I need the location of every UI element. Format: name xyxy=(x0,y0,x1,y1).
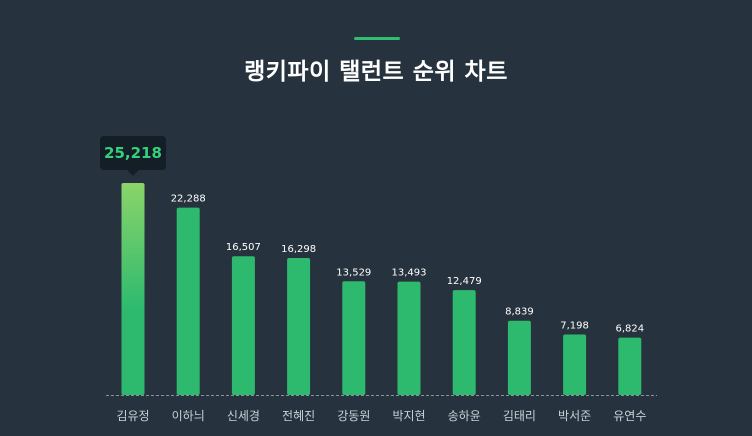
bar-6[interactable] xyxy=(397,281,421,395)
bar-1[interactable] xyxy=(121,183,145,395)
category-label-4: 전혜진 xyxy=(282,409,315,423)
category-label-3: 신세경 xyxy=(227,409,260,423)
bar-value-label-6: 13,493 xyxy=(392,268,427,279)
category-label-8: 김태리 xyxy=(503,409,536,423)
bar-value-label-10: 6,824 xyxy=(615,324,644,335)
bar-value-label-5: 13,529 xyxy=(336,267,371,278)
category-label-9: 박서준 xyxy=(558,409,591,423)
title-accent-line xyxy=(354,37,400,40)
highlight-tooltip-value: 25,218 xyxy=(104,144,162,162)
category-label-10: 유연수 xyxy=(613,409,646,423)
category-label-6: 박지현 xyxy=(392,409,425,423)
bar-5[interactable] xyxy=(342,281,366,395)
bar-value-label-2: 22,288 xyxy=(171,194,206,205)
bar-value-label-7: 12,479 xyxy=(447,276,482,287)
bar-value-label-4: 16,298 xyxy=(281,244,316,255)
category-label-5: 강동원 xyxy=(337,409,370,423)
bar-10[interactable] xyxy=(618,337,642,395)
bar-2[interactable] xyxy=(176,207,200,395)
bar-7[interactable] xyxy=(452,290,476,395)
highlight-tooltip: 25,218 xyxy=(100,136,166,176)
category-label-1: 김유정 xyxy=(116,409,149,423)
bar-value-label-3: 16,507 xyxy=(226,242,261,253)
bar-4[interactable] xyxy=(287,258,311,395)
bar-3[interactable] xyxy=(231,256,255,395)
category-label-2: 이하늬 xyxy=(172,409,205,423)
category-label-7: 송하윤 xyxy=(448,409,481,423)
bar-value-label-9: 7,198 xyxy=(560,321,589,332)
bar-8[interactable] xyxy=(507,320,531,395)
bar-value-label-8: 8,839 xyxy=(505,307,534,318)
bar-9[interactable] xyxy=(563,334,587,396)
chart-title: 랭키파이 탤런트 순위 차트 xyxy=(244,59,508,85)
